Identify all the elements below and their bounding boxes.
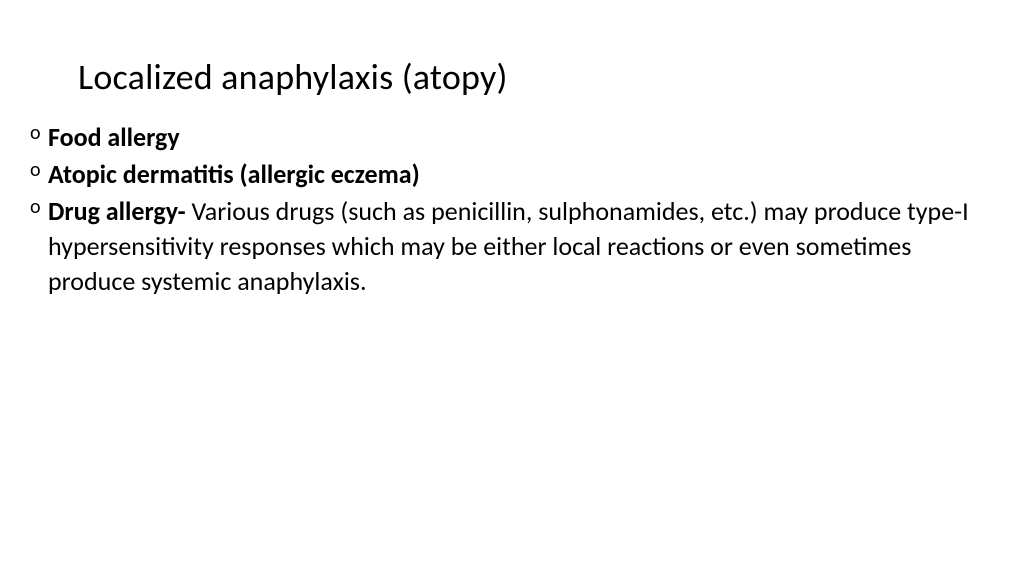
bullet-bold: Food allergy	[48, 121, 180, 153]
bullet-bold: Atopic dermatitis (allergic eczema)	[48, 158, 420, 190]
slide-body: Food allergy Atopic dermatitis (allergic…	[30, 120, 984, 301]
slide: Localized anaphylaxis (atopy) Food aller…	[0, 0, 1024, 576]
slide-title: Localized anaphylaxis (atopy)	[78, 55, 508, 99]
bullet-item: Atopic dermatitis (allergic eczema)	[30, 157, 984, 192]
bullet-bold: Drug allergy-	[48, 195, 191, 227]
bullet-item: Drug allergy- Various drugs (such as pen…	[30, 194, 984, 299]
bullet-item: Food allergy	[30, 120, 984, 155]
